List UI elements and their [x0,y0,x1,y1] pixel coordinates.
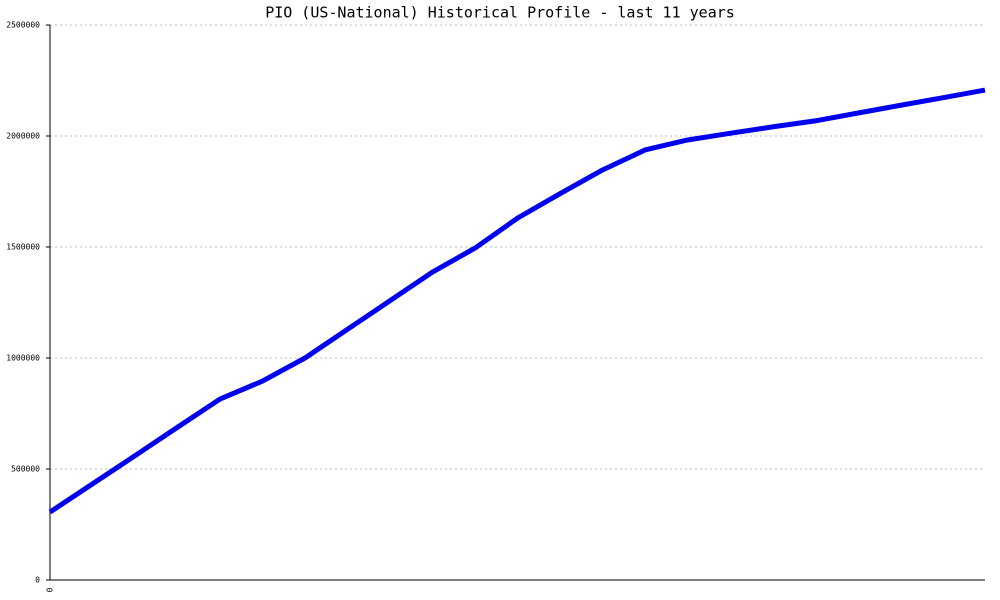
y-tick-label: 1000000 [6,354,40,363]
y-tick-label: 1500000 [6,243,40,252]
y-tick-label: 2500000 [6,21,40,30]
chart-title: PIO (US-National) Historical Profile - l… [265,4,735,22]
y-tick-label: 0 [35,576,40,585]
y-tick-label: 500000 [11,465,40,474]
x-tick-label: 0 [46,587,55,592]
y-tick-label: 2000000 [6,132,40,141]
data-line [48,87,986,515]
